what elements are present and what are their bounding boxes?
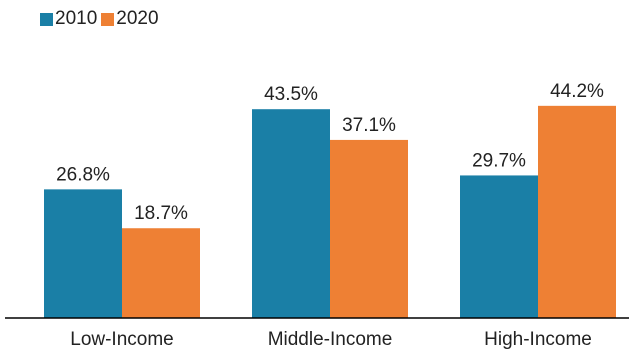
bar-high-income-2010	[460, 175, 538, 318]
legend-swatch-2010	[40, 12, 53, 26]
bar-middle-income-2010	[252, 109, 330, 318]
chart-bars	[44, 105, 616, 318]
data-label-middle-income-2010: 43.5%	[264, 84, 318, 105]
data-label-high-income-2010: 29.7%	[472, 150, 526, 171]
x-axis-labels: Low-Income Middle-Income High-Income	[70, 329, 592, 350]
x-tick-label-high-income: High-Income	[484, 329, 592, 350]
bar-middle-income-2020	[330, 139, 408, 318]
data-label-low-income-2020: 18.7%	[134, 203, 188, 224]
data-label-high-income-2020: 44.2%	[550, 81, 604, 102]
legend-label-2020: 2020	[116, 8, 159, 29]
chart-legend: 2010 2020	[40, 8, 163, 30]
bar-low-income-2020	[122, 228, 200, 318]
x-tick-label-low-income: Low-Income	[70, 329, 174, 350]
bar-low-income-2010	[44, 189, 122, 318]
data-label-low-income-2010: 26.8%	[56, 164, 110, 185]
data-label-middle-income-2020: 37.1%	[342, 115, 396, 136]
chart-bar-labels: 26.8% 18.7% 43.5% 37.1% 29.7% 44.2%	[56, 81, 604, 224]
bar-high-income-2020	[538, 105, 616, 318]
legend-item-2010: 2010	[40, 8, 97, 30]
legend-item-2020: 2020	[101, 8, 159, 30]
legend-swatch-2020	[101, 12, 115, 26]
legend-label-2010: 2010	[55, 8, 98, 29]
x-tick-label-middle-income: Middle-Income	[268, 329, 393, 350]
